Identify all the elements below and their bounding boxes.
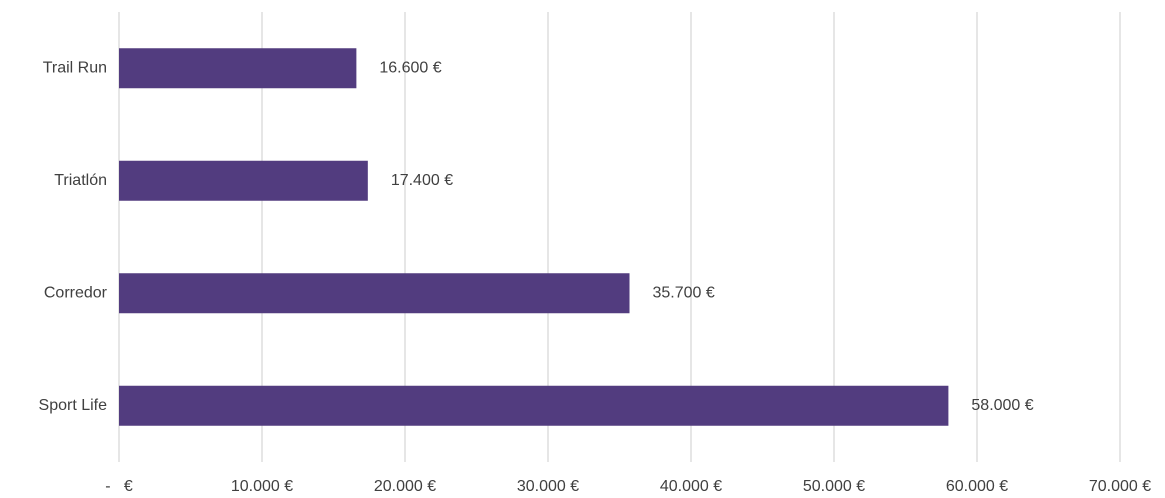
x-tick-label: 50.000 € [803,478,865,495]
bar [119,160,368,201]
bar [119,273,630,314]
y-tick-label: Corredor [44,284,108,301]
y-tick-label: Sport Life [39,397,108,414]
y-tick-label: Trail Run [43,59,107,76]
x-tick-label: - € [105,478,133,495]
x-tick-label: 60.000 € [946,478,1008,495]
data-label: 58.000 € [971,397,1033,414]
x-tick-label: 70.000 € [1089,478,1151,495]
bar [119,48,357,89]
x-tick-label: 10.000 € [231,478,293,495]
data-label: 17.400 € [391,172,453,189]
x-tick-label: 20.000 € [374,478,436,495]
x-tick-label: 30.000 € [517,478,579,495]
bar [119,385,949,426]
data-label: 35.700 € [653,284,715,301]
data-label: 16.600 € [379,59,441,76]
x-tick-label: 40.000 € [660,478,722,495]
y-tick-label: Triatlón [54,172,107,189]
